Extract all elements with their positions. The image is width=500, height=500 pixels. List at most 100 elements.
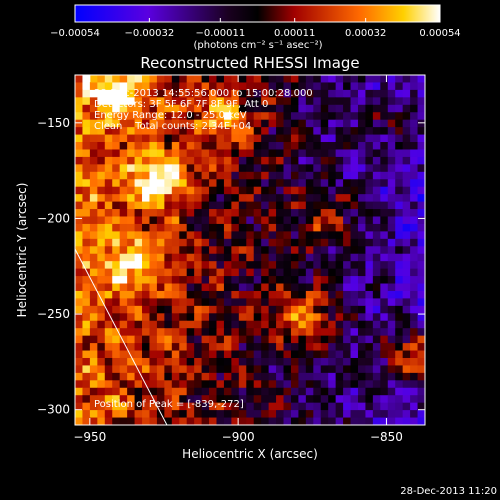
heatmap-cell	[75, 186, 83, 195]
heatmap-cell	[380, 253, 389, 262]
heatmap-cell	[171, 142, 180, 150]
heatmap-cell	[328, 156, 337, 165]
heatmap-cell	[283, 156, 292, 165]
heatmap-cell	[231, 365, 240, 374]
heatmap-cell	[134, 238, 143, 247]
heatmap-cell	[112, 276, 121, 284]
heatmap-cell	[223, 298, 232, 307]
heatmap-cell	[216, 320, 225, 329]
heatmap-cell	[387, 350, 396, 359]
heatmap-cell	[186, 142, 195, 150]
heatmap-cell	[186, 276, 195, 284]
heatmap-cell	[238, 231, 247, 240]
heatmap-cell	[298, 156, 307, 165]
heatmap-cell	[410, 298, 418, 307]
heatmap-cell	[410, 75, 418, 83]
heatmap-cell	[387, 134, 396, 143]
heatmap-cell	[410, 387, 418, 396]
heatmap-cell	[276, 179, 284, 188]
heatmap-cell	[246, 380, 255, 389]
heatmap-cell	[298, 127, 307, 135]
heatmap-cell	[335, 328, 344, 337]
heatmap-cell	[134, 209, 143, 217]
heatmap-cell	[82, 216, 91, 225]
heatmap-cell	[142, 127, 150, 135]
heatmap-cell	[97, 395, 106, 404]
heatmap-cell	[298, 276, 307, 284]
heatmap-cell	[290, 298, 299, 307]
heatmap-cell	[343, 209, 351, 217]
heatmap-cell	[246, 75, 255, 83]
heatmap-cell	[194, 194, 202, 202]
heatmap-cell	[119, 209, 128, 217]
heatmap-cell	[380, 209, 389, 217]
colorbar-tick-label: 0.00032	[345, 28, 386, 39]
heatmap-cell	[194, 156, 202, 165]
heatmap-cell	[305, 156, 314, 165]
heatmap-cell	[335, 194, 344, 202]
heatmap-cell	[402, 112, 411, 121]
heatmap-cell	[261, 305, 270, 314]
heatmap-cell	[134, 186, 143, 195]
heatmap-cell	[380, 194, 389, 202]
heatmap-cell	[97, 186, 106, 195]
heatmap-cell	[305, 171, 314, 180]
heatmap-cell	[156, 357, 165, 366]
heatmap-cell	[395, 246, 404, 255]
heatmap-cell	[261, 380, 270, 389]
heatmap-cell	[335, 410, 344, 418]
heatmap-cell	[261, 156, 270, 165]
heatmap-cell	[223, 372, 232, 381]
heatmap-cell	[328, 223, 337, 232]
heatmap-cell	[75, 372, 83, 381]
heatmap-cell	[149, 134, 158, 143]
heatmap-cell	[387, 179, 396, 188]
heatmap-cell	[134, 216, 143, 225]
heatmap-cell	[410, 216, 418, 225]
heatmap-cell	[372, 82, 381, 91]
heatmap-cell	[335, 305, 344, 314]
heatmap-cell	[372, 343, 381, 351]
heatmap-cell	[417, 231, 425, 240]
heatmap-cell	[156, 365, 165, 374]
heatmap-cell	[328, 75, 337, 83]
heatmap-cell	[320, 179, 329, 188]
heatmap-cell	[350, 97, 359, 106]
heatmap-cell	[149, 216, 158, 225]
heatmap-cell	[223, 276, 232, 284]
heatmap-cell	[179, 209, 188, 217]
heatmap-cell	[223, 290, 232, 299]
heatmap-cell	[127, 156, 135, 165]
heatmap-cell	[350, 320, 359, 329]
heatmap-cell	[320, 104, 329, 113]
heatmap-cell	[365, 343, 374, 351]
heatmap-cell	[343, 261, 351, 270]
heatmap-cell	[365, 156, 374, 165]
heatmap-cell	[380, 410, 389, 418]
heatmap-cell	[410, 89, 418, 98]
heatmap-cell	[261, 417, 270, 425]
heatmap-cell	[216, 149, 225, 158]
heatmap-cell	[223, 343, 232, 351]
heatmap-cell	[231, 328, 240, 337]
heatmap-cell	[194, 365, 202, 374]
heatmap-cell	[209, 119, 217, 128]
heatmap-cell	[402, 171, 411, 180]
heatmap-cell	[290, 335, 299, 344]
heatmap-cell	[171, 127, 180, 135]
heatmap-cell	[104, 410, 113, 418]
heatmap-cell	[149, 127, 158, 135]
heatmap-cell	[380, 365, 389, 374]
heatmap-cell	[290, 119, 299, 128]
heatmap-cell	[387, 343, 396, 351]
heatmap-cell	[372, 246, 381, 255]
heatmap-cell	[134, 253, 143, 262]
heatmap-cell	[320, 156, 329, 165]
heatmap-cell	[127, 380, 135, 389]
heatmap-cell	[305, 164, 314, 173]
heatmap-cell	[164, 261, 173, 270]
heatmap-cell	[164, 112, 173, 121]
heatmap-cell	[179, 238, 188, 247]
heatmap-cell	[119, 365, 128, 374]
heatmap-cell	[179, 387, 188, 396]
